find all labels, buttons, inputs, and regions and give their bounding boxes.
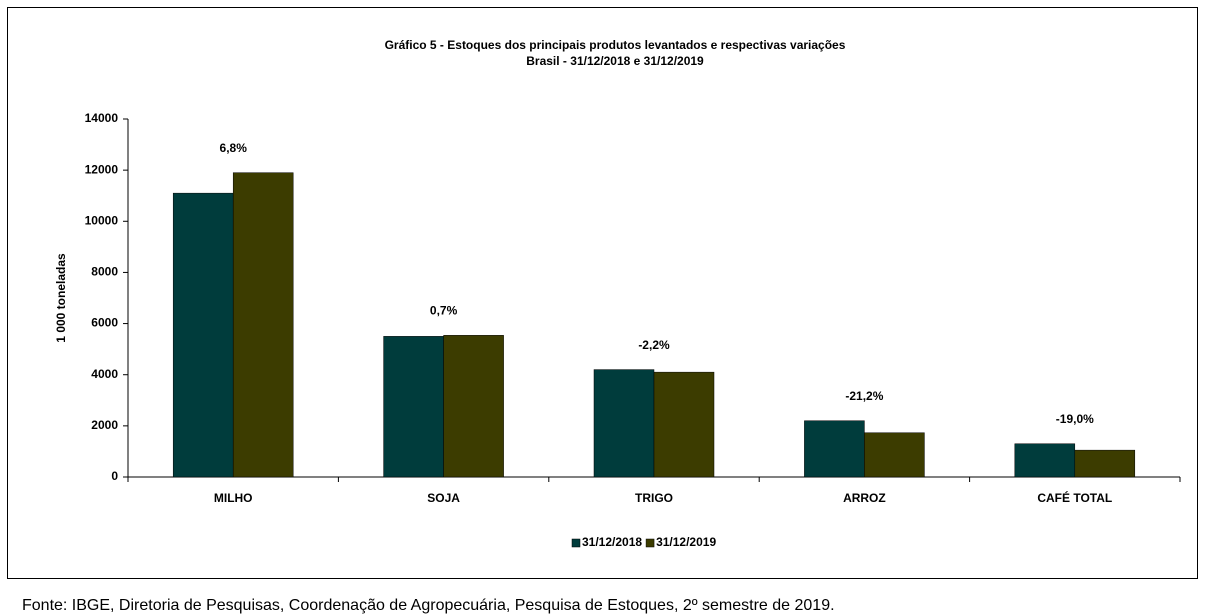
bar: [1014, 443, 1076, 478]
bar: [653, 371, 715, 478]
bar: [172, 192, 234, 478]
y-tick-label: 10000: [85, 213, 119, 227]
x-tick-label: TRIGO: [635, 491, 673, 505]
chart-frame: [7, 7, 1198, 579]
bar: [443, 335, 504, 478]
bar: [383, 336, 444, 478]
y-tick-label: 6000: [91, 316, 118, 330]
x-tick-label: ARROZ: [843, 491, 886, 505]
chart-subtitle: Brasil - 31/12/2018 e 31/12/2019: [526, 54, 704, 68]
y-tick-label: 2000: [91, 418, 118, 432]
y-tick-label: 0: [111, 469, 118, 483]
y-tick-label: 12000: [85, 162, 119, 176]
change-label: -21,2%: [845, 389, 883, 403]
change-label: 0,7%: [430, 304, 458, 318]
legend-label: 31/12/2019: [656, 535, 716, 549]
bar: [864, 432, 925, 478]
x-tick-label: SOJA: [427, 491, 460, 505]
y-axis-label: 1 000 toneladas: [54, 253, 68, 343]
source-note: Fonte: IBGE, Diretoria de Pesquisas, Coo…: [22, 597, 835, 614]
bar: [593, 369, 655, 478]
chart-title: Gráfico 5 - Estoques dos principais prod…: [385, 38, 846, 52]
y-tick-label: 8000: [91, 265, 118, 279]
x-tick-label: MILHO: [214, 491, 253, 505]
change-label: -2,2%: [638, 338, 670, 352]
legend-swatch: [571, 538, 581, 548]
legend-label: 31/12/2018: [582, 535, 642, 549]
x-tick-label: CAFÉ TOTAL: [1037, 490, 1112, 505]
bar: [1074, 449, 1136, 478]
y-tick-label: 4000: [91, 367, 118, 381]
y-tick-label: 14000: [85, 111, 119, 125]
change-label: -19,0%: [1056, 412, 1094, 426]
change-label: 6,8%: [220, 141, 248, 155]
bar: [232, 172, 294, 478]
legend-swatch: [645, 538, 655, 548]
bar: [804, 420, 865, 478]
